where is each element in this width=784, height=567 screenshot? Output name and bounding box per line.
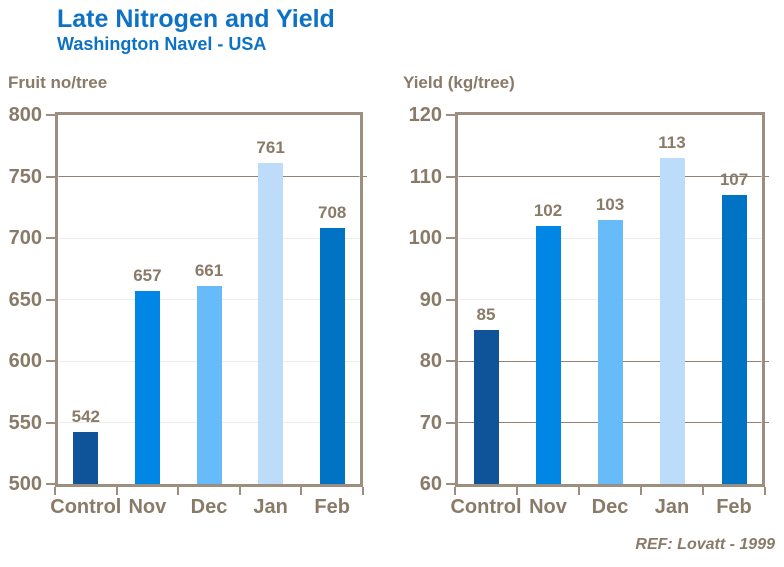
y-axis-tick: [446, 298, 455, 301]
y-axis-tick: [46, 237, 55, 239]
y-axis-tick: [46, 483, 55, 485]
x-category-label: Nov: [529, 496, 567, 518]
bar-value-label: 761: [256, 137, 285, 157]
gridline-750: [47, 176, 367, 177]
y-tick-label: 80: [419, 350, 442, 372]
y-axis-tick: [46, 421, 55, 424]
y-axis-tick: [446, 237, 455, 239]
x-category-label: Feb: [314, 496, 350, 518]
x-category-label: Jan: [654, 496, 690, 518]
x-axis-tick: [300, 487, 303, 495]
y-axis-tick: [446, 421, 455, 424]
x-axis-tick: [177, 487, 180, 495]
left-chart-axis-title: Fruit no/tree: [8, 73, 108, 92]
bar-value-label: 102: [533, 200, 563, 220]
x-category-label: Nov: [128, 496, 167, 518]
gridline-110: [447, 176, 769, 177]
bar-dec: [196, 285, 222, 484]
bar-feb: [721, 194, 747, 484]
y-axis-tick: [446, 114, 455, 116]
y-tick-label: 700: [8, 227, 42, 249]
x-axis-tick: [640, 487, 642, 495]
y-tick-label: 550: [8, 411, 42, 434]
x-category-label: Dec: [190, 496, 228, 518]
bar-dec: [597, 219, 623, 484]
x-axis-tick: [578, 487, 580, 495]
y-axis-tick: [446, 175, 455, 178]
y-tick-label: 750: [8, 165, 42, 188]
y-tick-label: 110: [409, 165, 442, 188]
bar-nov: [535, 225, 561, 484]
x-category-label: Control: [450, 496, 522, 518]
x-axis-tick: [454, 487, 456, 495]
y-tick-label: 70: [419, 411, 442, 434]
y-tick-label: 500: [8, 473, 42, 495]
plot-frame: [455, 112, 765, 487]
y-axis-tick: [46, 298, 55, 301]
gridline-700: [47, 237, 363, 239]
x-category-label: Feb: [716, 496, 752, 518]
y-axis-tick: [46, 175, 55, 178]
y-tick-label: 60: [419, 473, 442, 495]
x-category-label: Control: [50, 496, 122, 518]
y-axis-tick: [46, 360, 55, 362]
page-title: Late Nitrogen and Yield: [57, 5, 335, 33]
y-tick-label: 800: [8, 104, 42, 126]
x-axis-tick: [238, 487, 241, 495]
x-axis-tick: [516, 487, 518, 495]
bar-control: [73, 432, 99, 484]
y-tick-label: 90: [419, 288, 442, 311]
bar-feb: [319, 228, 345, 484]
x-axis-tick: [702, 487, 704, 495]
bar-nov: [134, 290, 160, 484]
y-tick-label: 100: [408, 227, 442, 249]
bar-value-label: 661: [194, 260, 224, 280]
bar-jan: [258, 162, 284, 484]
x-axis-tick: [54, 487, 56, 495]
bar-value-label: 103: [595, 194, 625, 214]
bar-jan: [659, 158, 685, 484]
y-axis-tick: [446, 483, 455, 485]
bar-value-label: 107: [719, 169, 749, 189]
y-axis-tick: [446, 360, 455, 362]
reference-note: REF: Lovatt - 1999: [635, 536, 775, 553]
bar-value-label: 542: [71, 407, 100, 427]
plot-frame: [55, 112, 363, 487]
y-tick-label: 120: [408, 104, 442, 126]
x-axis-tick: [362, 487, 364, 495]
x-axis-tick: [764, 487, 766, 495]
y-tick-label: 650: [8, 288, 42, 311]
right-chart-axis-title: Yield (kg/tree): [403, 73, 515, 92]
bar-control: [473, 330, 499, 484]
x-category-label: Jan: [253, 496, 288, 518]
y-axis-tick: [46, 114, 55, 116]
bar-value-label: 708: [318, 203, 347, 223]
bar-value-label: 657: [133, 265, 162, 285]
bar-value-label: 113: [658, 133, 686, 153]
bar-value-label: 85: [476, 305, 496, 325]
x-axis-tick: [115, 487, 118, 495]
page-subtitle: Washington Navel - USA: [57, 34, 267, 54]
x-category-label: Dec: [591, 496, 629, 518]
y-tick-label: 600: [8, 350, 42, 372]
